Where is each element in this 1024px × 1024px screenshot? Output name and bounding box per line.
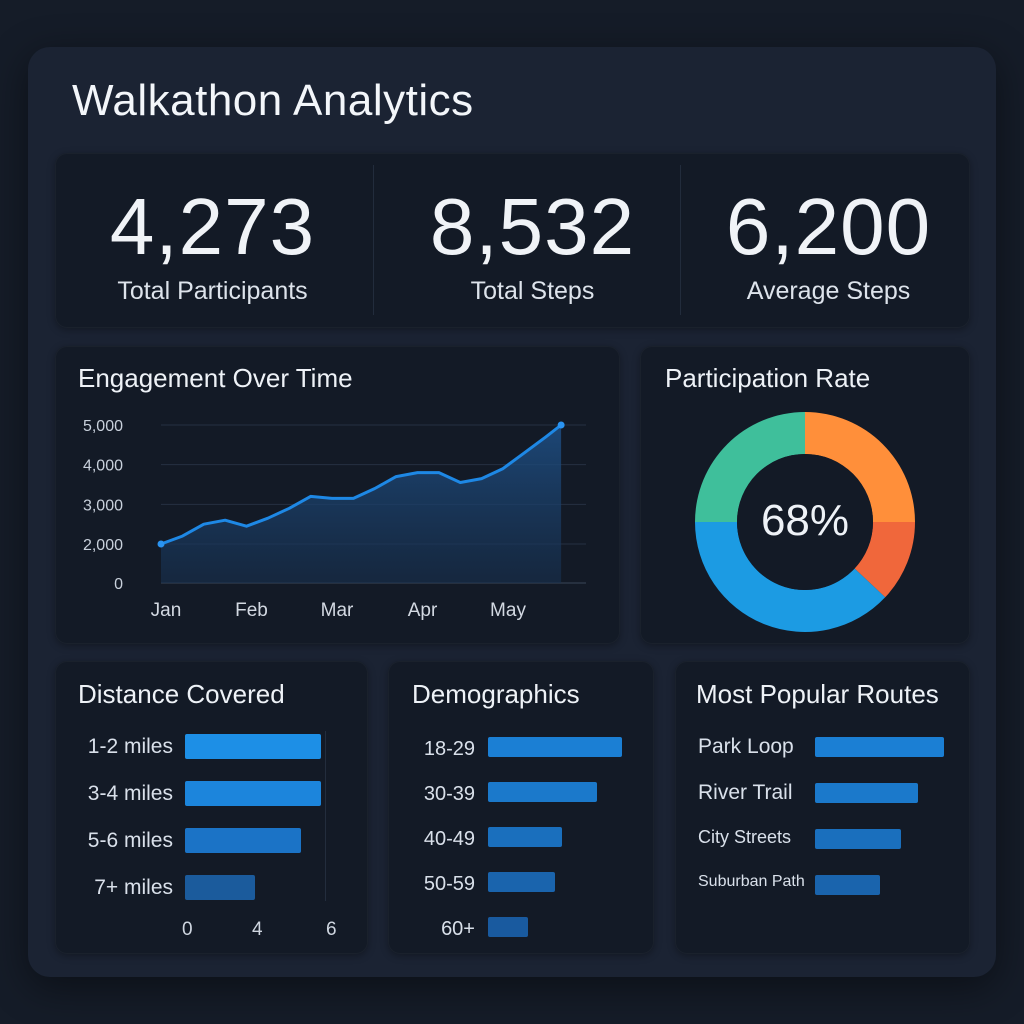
y-tick-label: 5,000 bbox=[83, 418, 123, 435]
bar bbox=[815, 829, 902, 849]
distance-covered-title: Distance Covered bbox=[78, 679, 285, 709]
series-line bbox=[160, 423, 563, 546]
bar bbox=[815, 737, 944, 757]
demographics-panel: Demographics 18-29 30-39 40-49 50-59 60+ bbox=[388, 661, 654, 954]
x-tick-label: Apr bbox=[408, 600, 438, 621]
distance-covered-panel: Distance Covered 1-2 miles 3-4 miles 5-6 m… bbox=[55, 661, 368, 954]
engagement-chart-title: Engagement Over Time bbox=[78, 363, 353, 393]
bar bbox=[185, 781, 321, 806]
bar bbox=[488, 872, 555, 892]
bar bbox=[488, 737, 622, 757]
bar-label: City Streets bbox=[698, 827, 792, 847]
bar-label: 50-59 bbox=[423, 873, 475, 895]
y-tick-label: 3,000 bbox=[83, 497, 123, 514]
bar bbox=[185, 828, 301, 853]
data-point bbox=[157, 540, 165, 548]
participation-rate-title: Participation Rate bbox=[665, 363, 871, 393]
bar bbox=[185, 734, 321, 759]
bar bbox=[815, 875, 880, 895]
bar-label: 30-39 bbox=[423, 783, 475, 805]
kpi-value: 8,532 bbox=[429, 182, 636, 271]
axis-line bbox=[325, 731, 326, 901]
x-tick-label: 6 bbox=[326, 919, 337, 940]
x-tick-label: 0 bbox=[182, 919, 193, 940]
kpi-panel: 4,273 Total Participants 8,532 Total Ste… bbox=[55, 153, 970, 328]
y-tick-label: 0 bbox=[114, 576, 123, 593]
bar bbox=[815, 783, 919, 803]
donut-slice bbox=[854, 522, 915, 598]
donut-slice bbox=[805, 412, 915, 522]
bar-label: Suburban Path bbox=[698, 873, 805, 890]
bar-label: 5-6 miles bbox=[87, 829, 173, 852]
kpi-total-steps: 8,532 Total Steps bbox=[395, 153, 670, 328]
bar bbox=[488, 782, 597, 802]
demographics-title: Demographics bbox=[412, 679, 580, 709]
bar bbox=[488, 827, 562, 847]
kpi-average-steps: 6,200 Average Steps bbox=[691, 153, 966, 328]
x-tick-label: 4 bbox=[252, 919, 263, 940]
popular-routes-panel: Most Popular Routes Park Loop River Trail… bbox=[675, 661, 970, 954]
bar-label: 3-4 miles bbox=[87, 782, 173, 805]
donut-hole bbox=[737, 454, 873, 590]
kpi-label: Total Steps bbox=[470, 277, 595, 305]
engagement-chart-panel: Engagement Over Time 5,000 4,000 3,000 2,00… bbox=[55, 346, 620, 644]
participation-donut bbox=[695, 412, 915, 632]
bar-label: 1-2 miles bbox=[87, 735, 173, 758]
x-tick-label: Feb bbox=[235, 600, 268, 621]
bar-label: River Trail bbox=[698, 781, 793, 804]
participation-rate-panel: Participation Rate 68% bbox=[640, 346, 970, 644]
kpi-label: Total Participants bbox=[117, 277, 308, 305]
bar-label: 40-49 bbox=[423, 828, 475, 850]
bar bbox=[185, 875, 256, 900]
bar-label: 18-29 bbox=[423, 738, 475, 760]
y-tick-label: 4,000 bbox=[83, 458, 123, 475]
bar-label: 7+ miles bbox=[94, 876, 173, 899]
donut-slice bbox=[695, 522, 886, 632]
kpi-value: 6,200 bbox=[725, 182, 932, 271]
donut-slice bbox=[695, 412, 805, 522]
x-tick-label: Jan bbox=[151, 600, 182, 621]
bar-label: Park Loop bbox=[698, 735, 794, 758]
area-fill bbox=[161, 425, 562, 583]
popular-routes-title: Most Popular Routes bbox=[696, 679, 939, 709]
kpi-total-participants: 4,273 Total Participants bbox=[75, 153, 350, 328]
kpi-divider bbox=[680, 165, 681, 315]
bar bbox=[488, 917, 529, 937]
kpi-value: 4,273 bbox=[109, 182, 316, 271]
kpi-label: Average Steps bbox=[746, 277, 911, 305]
engagement-chart: 5,000 4,000 3,000 2,000 0 Jan Feb Mar Apr May bbox=[83, 418, 586, 621]
data-point bbox=[557, 421, 565, 429]
y-tick-label: 2,000 bbox=[83, 537, 123, 554]
bar-label: 60+ bbox=[441, 918, 475, 940]
page-title: Walkathon Analytics bbox=[72, 76, 474, 125]
x-tick-label: May bbox=[490, 600, 526, 621]
participation-rate-value: 68% bbox=[760, 496, 850, 545]
kpi-divider bbox=[373, 165, 374, 315]
x-tick-label: Mar bbox=[321, 600, 354, 621]
